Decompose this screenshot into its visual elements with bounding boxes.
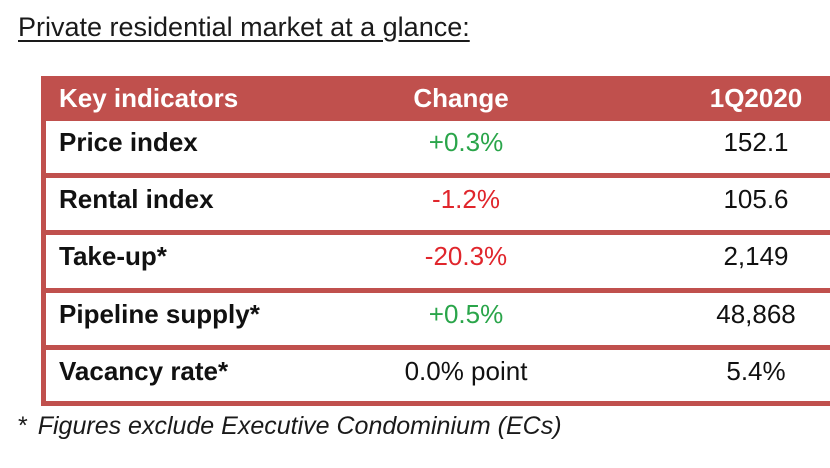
row-change: -1.2% xyxy=(432,184,500,214)
footnote: * Figures exclude Executive Condominium (… xyxy=(18,412,562,441)
table-header-row: Key indicators Change 1Q2020 xyxy=(41,76,830,121)
row-indicator: Take-up* xyxy=(59,241,167,271)
row-change: +0.5% xyxy=(428,299,504,329)
table-row: Vacancy rate* 0.0% point 5.4% xyxy=(46,350,830,401)
table-row: Price index +0.3% 152.1 xyxy=(46,121,830,173)
row-indicator: Rental index xyxy=(59,184,214,214)
row-change: -20.3% xyxy=(424,241,508,271)
table-row: Take-up* -20.3% 2,149 xyxy=(46,235,830,288)
row-change: 0.0% point xyxy=(404,356,528,386)
row-value: 105.6 xyxy=(723,184,789,214)
row-value: 2,149 xyxy=(723,241,789,271)
row-change: +0.3% xyxy=(428,127,504,157)
header-key-indicators: Key indicators xyxy=(59,83,239,113)
row-value: 48,868 xyxy=(716,299,796,329)
row-value: 152.1 xyxy=(723,127,789,157)
header-period: 1Q2020 xyxy=(709,83,803,113)
table-row: Rental index -1.2% 105.6 xyxy=(46,178,830,230)
row-value: 5.4% xyxy=(726,356,786,386)
page-title: Private residential market at a glance: xyxy=(18,12,470,42)
row-indicator: Price index xyxy=(59,127,198,157)
header-change: Change xyxy=(413,83,509,113)
row-indicator: Pipeline supply* xyxy=(59,299,260,329)
table-row: Pipeline supply* +0.5% 48,868 xyxy=(46,293,830,345)
indicators-table: Key indicators Change 1Q2020 Price index… xyxy=(41,76,830,406)
footnote-asterisk: * xyxy=(18,412,28,440)
footnote-text: Figures exclude Executive Condominium (E… xyxy=(37,412,562,440)
row-indicator: Vacancy rate* xyxy=(59,356,229,386)
